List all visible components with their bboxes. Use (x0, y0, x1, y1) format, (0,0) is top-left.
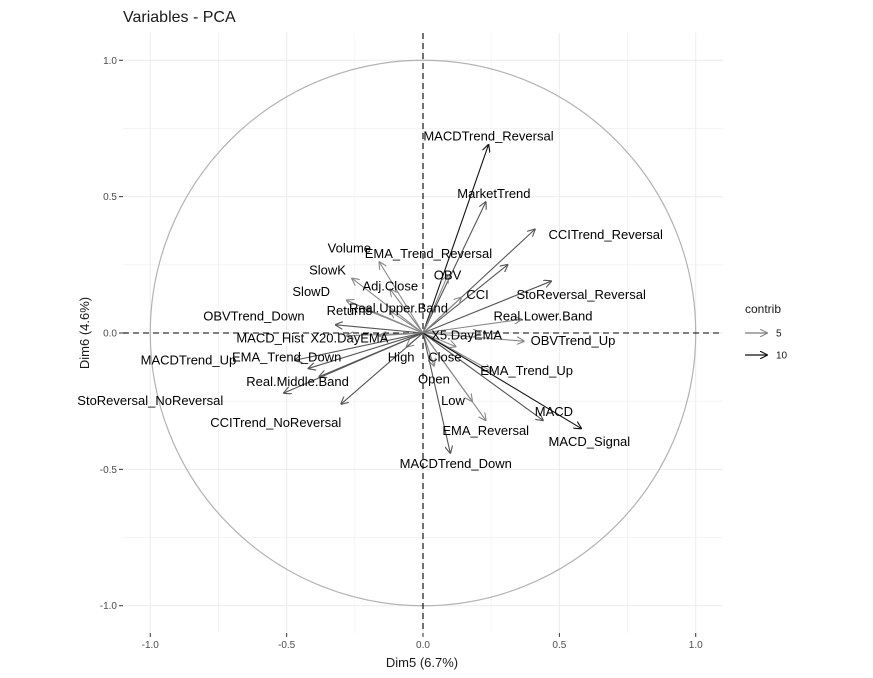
variable-label: MACDTrend_Down (400, 456, 512, 471)
variable-label: StoReversal_NoReversal (77, 393, 223, 408)
variable-arrow (422, 332, 456, 347)
y-tick-label: -0.5 (100, 465, 118, 476)
axis-ticks: -1.0 -0.5 0.0 0.5 1.0 -1.0 -0.5 0.0 0.5 1.0 (100, 56, 703, 651)
variable-label: EMA_Reversal (442, 423, 529, 438)
variable-label: MarketTrend (457, 186, 530, 201)
variable-label: StoReversal_Reversal (517, 287, 646, 302)
variable-label: EMA_Trend_Down (232, 350, 341, 365)
y-tick-label: -1.0 (100, 601, 118, 612)
legend: contrib 5 10 (745, 302, 788, 362)
variable-label: OBV (434, 268, 462, 283)
variable-arrow (422, 202, 486, 334)
chart-title: Variables - PCA (123, 9, 236, 26)
y-tick-label: 0.0 (103, 329, 117, 340)
variable-arrow (422, 298, 461, 334)
variable-arrow (341, 332, 424, 404)
variable-arrow (422, 145, 488, 334)
x-tick-label: -0.5 (278, 640, 296, 651)
variable-arrow (308, 332, 424, 368)
variable-label: MACD (535, 404, 573, 419)
variable-label: SlowK (309, 262, 346, 277)
variable-label: CCITrend_Reversal (549, 227, 664, 242)
variable-arrow (390, 311, 424, 334)
variable-arrow (422, 332, 434, 366)
variable-labels: MACDTrend_Reversal MarketTrend CCITrend_Re… (77, 129, 663, 471)
variable-label: Open (418, 371, 450, 386)
variable-arrow (422, 332, 524, 341)
variable-label: Real.Lower.Band (493, 309, 592, 324)
variable-label: X20.DayEMA (310, 330, 388, 345)
x-tick-label: -1.0 (142, 640, 160, 651)
variable-label: Low (441, 393, 465, 408)
variable-label: Close (428, 350, 461, 365)
variable-label: SlowD (292, 284, 330, 299)
variable-label: MACD_Hist (236, 330, 304, 345)
variable-label: Volume (328, 240, 371, 255)
variable-arrow (352, 278, 424, 334)
variable-label: EMA_Trend_Reversal (365, 246, 493, 261)
variable-arrow (422, 332, 581, 428)
variable-arrow (422, 281, 551, 334)
variable-arrow (422, 332, 543, 420)
variable-label: MACDTrend_Reversal (423, 129, 553, 144)
variable-label: EMA_Trend_Up (480, 363, 573, 378)
variable-arrow (363, 308, 424, 334)
variable-arrow (422, 276, 448, 334)
variable-arrow (379, 262, 424, 334)
variable-label: CCITrend_NoReversal (210, 415, 341, 430)
variable-arrow (422, 332, 450, 453)
variable-label: MACD_Signal (549, 434, 631, 449)
variable-label: OBVTrend_Up (531, 333, 616, 348)
y-axis-title: Dim6 (4.6%) (77, 297, 92, 369)
legend-title: contrib (745, 302, 781, 316)
variable-label: High (388, 350, 415, 365)
legend-label: 5 (776, 329, 782, 340)
variable-label: CCI (466, 287, 488, 302)
variable-label: Real.Middle.Band (246, 374, 349, 389)
legend-label: 10 (776, 351, 788, 362)
variable-label: MACDTrend_Up (141, 352, 237, 367)
variable-arrow (422, 332, 486, 420)
variable-label: Adj.Close (362, 279, 418, 294)
variable-label: Real.Upper.Band (349, 300, 448, 315)
variable-arrow (422, 319, 521, 334)
y-tick-label: 0.5 (103, 192, 117, 203)
variable-arrow (390, 289, 424, 334)
variable-label: Returns (327, 303, 373, 318)
variable-arrow (422, 265, 508, 334)
variable-arrow (379, 333, 424, 336)
x-axis-title: Dim5 (6.7%) (386, 655, 458, 670)
x-tick-label: 0.5 (552, 640, 566, 651)
variable-label: X5.DayEMA (431, 328, 502, 343)
variable-label: OBVTrend_Down (203, 309, 304, 324)
x-tick-label: 1.0 (689, 640, 703, 651)
variable-arrow (295, 332, 424, 360)
variable-arrows (284, 145, 581, 453)
y-tick-label: 1.0 (103, 56, 117, 67)
variable-arrow (336, 325, 424, 334)
x-tick-label: 0.0 (416, 640, 430, 651)
variable-arrow (284, 332, 424, 393)
